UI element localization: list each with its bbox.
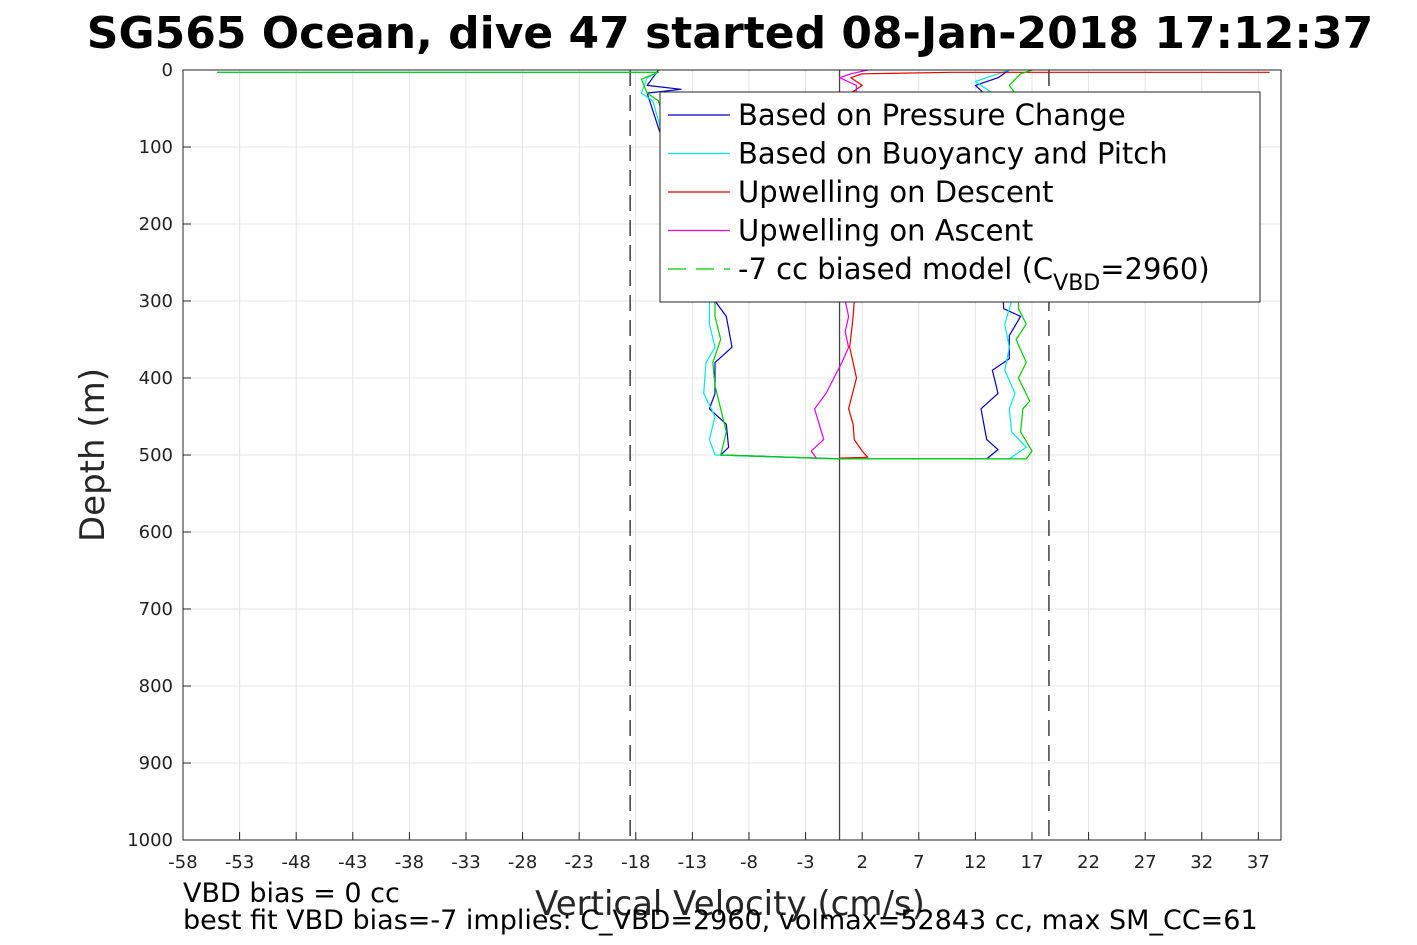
- series-line: [839, 71, 1270, 459]
- legend-label: Upwelling on Ascent: [738, 214, 1033, 248]
- x-tick-label: 37: [1247, 852, 1270, 873]
- x-tick-label: -18: [621, 852, 650, 873]
- y-tick-label: 300: [139, 291, 173, 312]
- x-axis-label: Vertical Velocity (cm/s): [535, 884, 925, 924]
- x-tick-label: 7: [913, 852, 924, 873]
- legend-label-suffix: =2960): [1100, 252, 1209, 286]
- x-tick-label: -43: [338, 852, 367, 873]
- x-tick-label: -58: [168, 852, 197, 873]
- x-tick-label: 32: [1190, 852, 1213, 873]
- y-tick-label: 1000: [127, 830, 173, 851]
- legend-label-subscript: VBD: [1053, 271, 1100, 296]
- x-tick-label: -38: [395, 852, 424, 873]
- x-tick-label: 2: [856, 852, 867, 873]
- legend-label: Upwelling on Descent: [738, 175, 1054, 209]
- chart-title: SG565 Ocean, dive 47 started 08-Jan-2018…: [87, 8, 1373, 59]
- y-tick-label: 200: [139, 214, 173, 235]
- x-tick-label: -23: [564, 852, 593, 873]
- y-axis: 0 100 200 300 400 500 600 700 800 900 1000: [127, 60, 191, 851]
- y-tick-label: 600: [139, 522, 173, 543]
- y-tick-label: 100: [139, 137, 173, 158]
- legend-label: Based on Pressure Change: [738, 98, 1126, 132]
- y-tick-label: 0: [162, 60, 173, 81]
- x-tick-label: -8: [740, 852, 758, 873]
- legend: Based on Pressure Change Based on Buoyanc…: [659, 91, 1261, 303]
- legend-label: -7 cc biased model (CVBD=2960): [738, 252, 1210, 296]
- x-tick-label: -53: [225, 852, 254, 873]
- x-tick-label: 27: [1134, 852, 1157, 873]
- y-tick-label: 800: [139, 676, 173, 697]
- x-tick-label: -13: [678, 852, 707, 873]
- y-tick-label: 400: [139, 368, 173, 389]
- legend-label: Based on Buoyancy and Pitch: [738, 137, 1168, 171]
- vbd-bias-text: VBD bias = 0 cc: [183, 878, 400, 909]
- x-tick-label: -33: [451, 852, 480, 873]
- x-tick-label: -28: [508, 852, 537, 873]
- x-tick-label: 17: [1021, 852, 1044, 873]
- legend-box: [659, 91, 1261, 303]
- legend-label-main: -7 cc biased model (C: [738, 252, 1053, 286]
- legend-label-main: Upwelling on Descent: [738, 175, 1054, 209]
- x-axis: -58 -53 -48 -43 -38 -33 -28 -23 -18 -13 -8 -3 2 7 12 17…: [168, 832, 1270, 873]
- series-line: [810, 69, 868, 460]
- best-fit-text: best fit VBD bias=-7 implies: C_VBD=2960…: [183, 905, 1258, 936]
- legend-label-main: Based on Pressure Change: [738, 98, 1126, 132]
- y-axis-label: Depth (m): [73, 368, 113, 542]
- y-tick-label: 500: [139, 445, 173, 466]
- legend-label-main: Upwelling on Ascent: [738, 214, 1033, 248]
- x-tick-label: 12: [964, 852, 987, 873]
- x-tick-label: 22: [1077, 852, 1100, 873]
- y-tick-label: 900: [139, 753, 173, 774]
- legend-label-main: Based on Buoyancy and Pitch: [738, 137, 1168, 171]
- x-tick-label: -48: [281, 852, 310, 873]
- x-tick-label: -3: [797, 852, 815, 873]
- y-tick-label: 700: [139, 599, 173, 620]
